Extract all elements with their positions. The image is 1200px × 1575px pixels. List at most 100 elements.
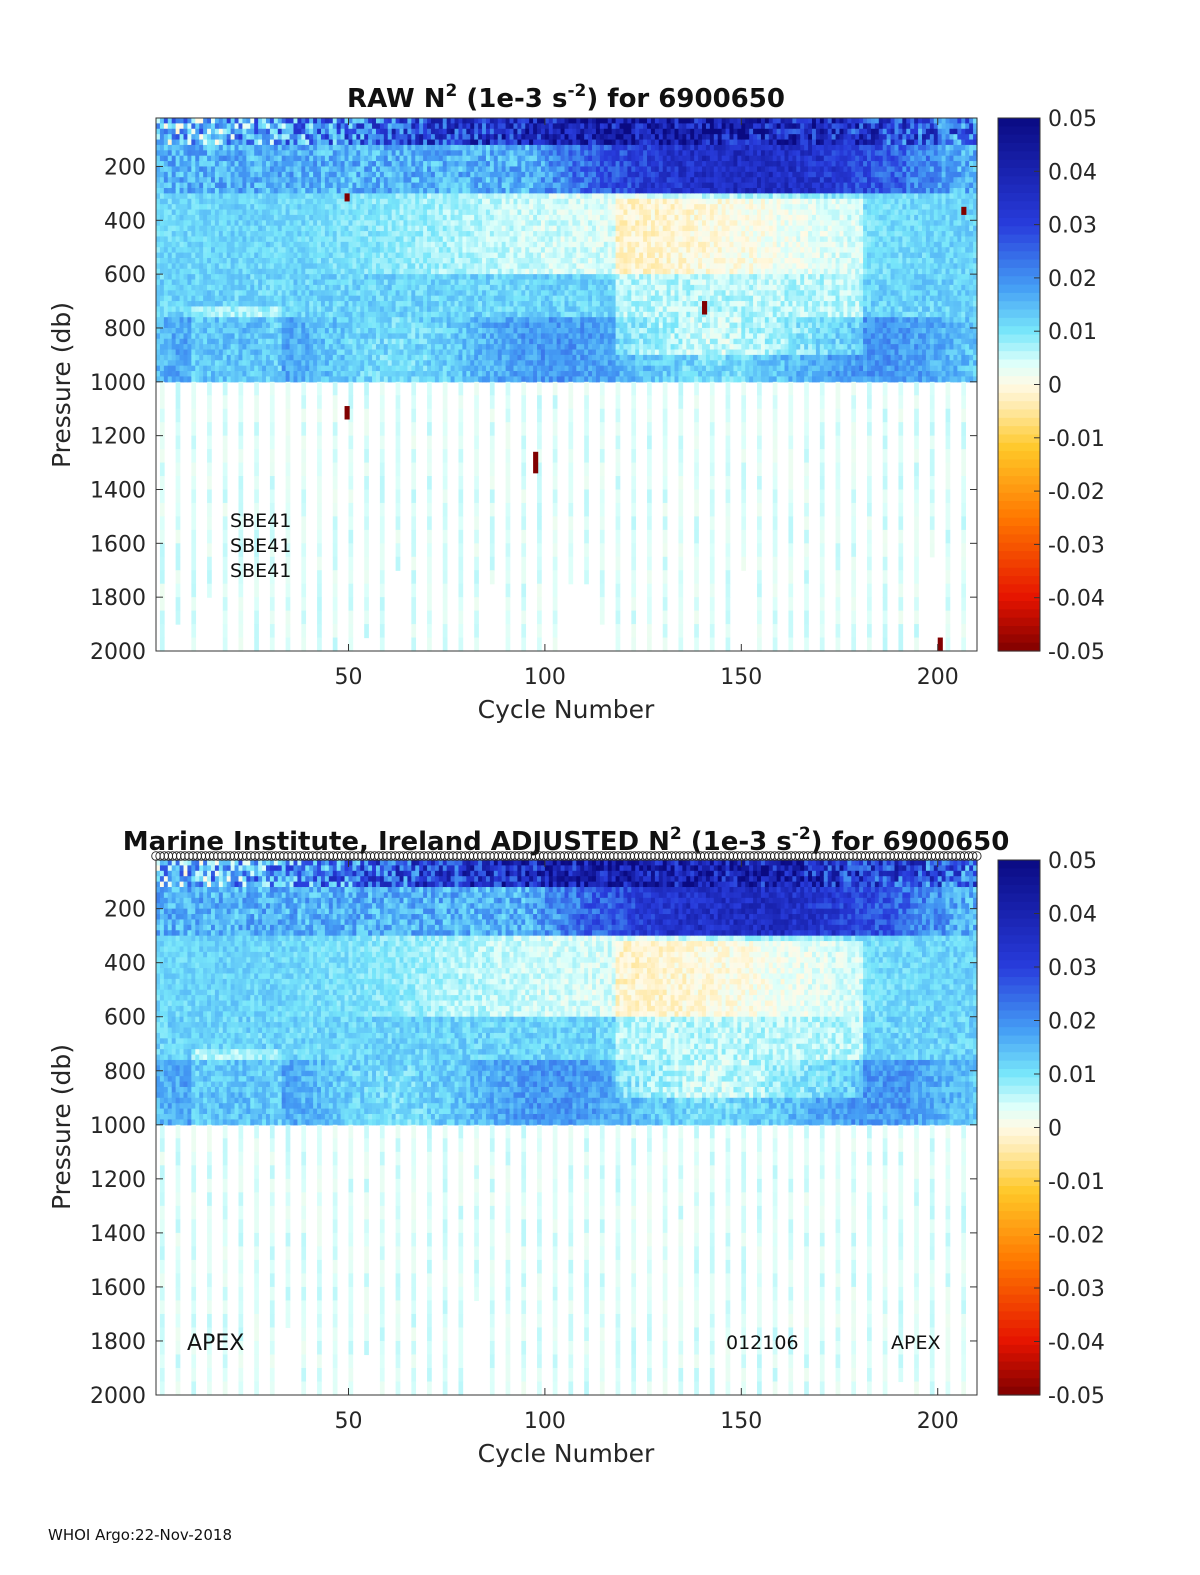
heatmap-cell [340,279,346,286]
heatmap-cell [470,166,475,173]
heatmap-cell [368,344,373,351]
heatmap-cell [454,225,460,232]
heatmap-cell [317,263,322,270]
heatmap-cell [328,322,334,329]
raw-n2-chart: RAW N2 (1e-3 s-2) for 6900650 50 100 150 20… [47,81,1105,724]
heatmap-cell [348,161,354,168]
heatmap-cell [521,252,526,259]
heatmap-cell [501,360,507,367]
heatmap-cell [183,247,189,254]
heatmap-cell [211,354,216,361]
heatmap-cell [297,252,302,259]
heatmap-cell [340,333,346,340]
heatmap-cell [470,177,475,184]
heatmap-cell [218,344,224,351]
heatmap-cell [250,193,255,200]
heatmap-cell [415,225,420,232]
heatmap-cell [411,198,416,205]
heatmap-cell [281,306,287,313]
heatmap-cell [360,376,365,383]
heatmap-cell [277,274,283,281]
heatmap-cell [544,349,550,356]
heatmap-cell [478,123,483,130]
heatmap-cell [301,301,306,308]
heatmap-cell [167,150,173,157]
heatmap-cell [230,322,236,329]
heatmap-cell [281,193,287,200]
heatmap-cell [372,279,377,286]
heatmap-cell [379,317,385,324]
heatmap-cell [529,252,534,259]
heatmap-cell [391,155,397,162]
heatmap-cell [383,225,389,232]
heatmap-cell [462,279,467,286]
heatmap-cell [238,376,244,383]
heatmap-cell [163,209,169,216]
heatmap-cell [544,306,550,313]
heatmap-cell [211,284,216,291]
heatmap-cell [218,257,224,264]
heatmap-cell [269,134,275,141]
heatmap-cell [442,354,448,361]
heatmap-cell [262,139,267,146]
heatmap-cell [540,263,546,270]
heatmap-cell [317,177,322,184]
heatmap-cell [352,193,357,200]
heatmap-cell [360,118,365,124]
heatmap-cell [218,354,224,361]
heatmap-cell [474,327,479,334]
heatmap-cell [364,354,369,361]
heatmap-cell [305,182,310,189]
heatmap-cell [293,338,299,345]
heatmap-cell [297,268,302,275]
heatmap-cell [258,290,263,297]
heatmap-cell [375,118,381,124]
heatmap-cell [230,187,236,194]
heatmap-cell [423,177,428,184]
heatmap-cell [427,204,432,211]
heatmap-cell [250,322,255,329]
heatmap-cell [356,220,361,227]
heatmap-cell [360,177,365,184]
heatmap-cell [258,193,263,200]
heatmap-cell [544,279,550,286]
heatmap-cell [434,225,440,232]
heatmap-cell [497,225,503,232]
heatmap-cell [289,187,295,194]
heatmap-cell [199,231,204,238]
heatmap-cell [430,327,436,334]
heatmap-cell [211,279,216,286]
heatmap-cell [301,150,306,157]
heatmap-cell [324,371,330,378]
heatmap-cell [336,322,342,329]
heatmap-cell [478,360,483,367]
heatmap-cell [195,268,200,275]
heatmap-cell [521,301,526,308]
heatmap-cell [214,204,220,211]
heatmap-cell [250,171,255,178]
heatmap-cell [548,231,554,238]
heatmap-cell [442,322,448,329]
heatmap-cell [238,155,244,162]
heatmap-cell [474,204,479,211]
heatmap-cell [159,365,165,372]
heatmap-cell [277,263,283,270]
heatmap-cell [195,371,200,378]
heatmap-cell [419,198,424,205]
heatmap-cell [254,301,259,308]
heatmap-cell [540,118,546,124]
heatmap-cell [297,279,302,286]
heatmap-cell [281,247,287,254]
heatmap-cell [214,171,220,178]
heatmap-cell [340,236,346,243]
heatmap-cell [317,231,322,238]
heatmap-cell [548,306,554,313]
heatmap-cell [415,144,420,151]
heatmap-cell [533,225,538,232]
heatmap-cell [159,171,165,178]
heatmap-cell [430,360,436,367]
heatmap-cell [281,123,287,130]
heatmap-cell [482,171,487,178]
heatmap-cell [407,311,412,318]
heatmap-cell [269,279,275,286]
